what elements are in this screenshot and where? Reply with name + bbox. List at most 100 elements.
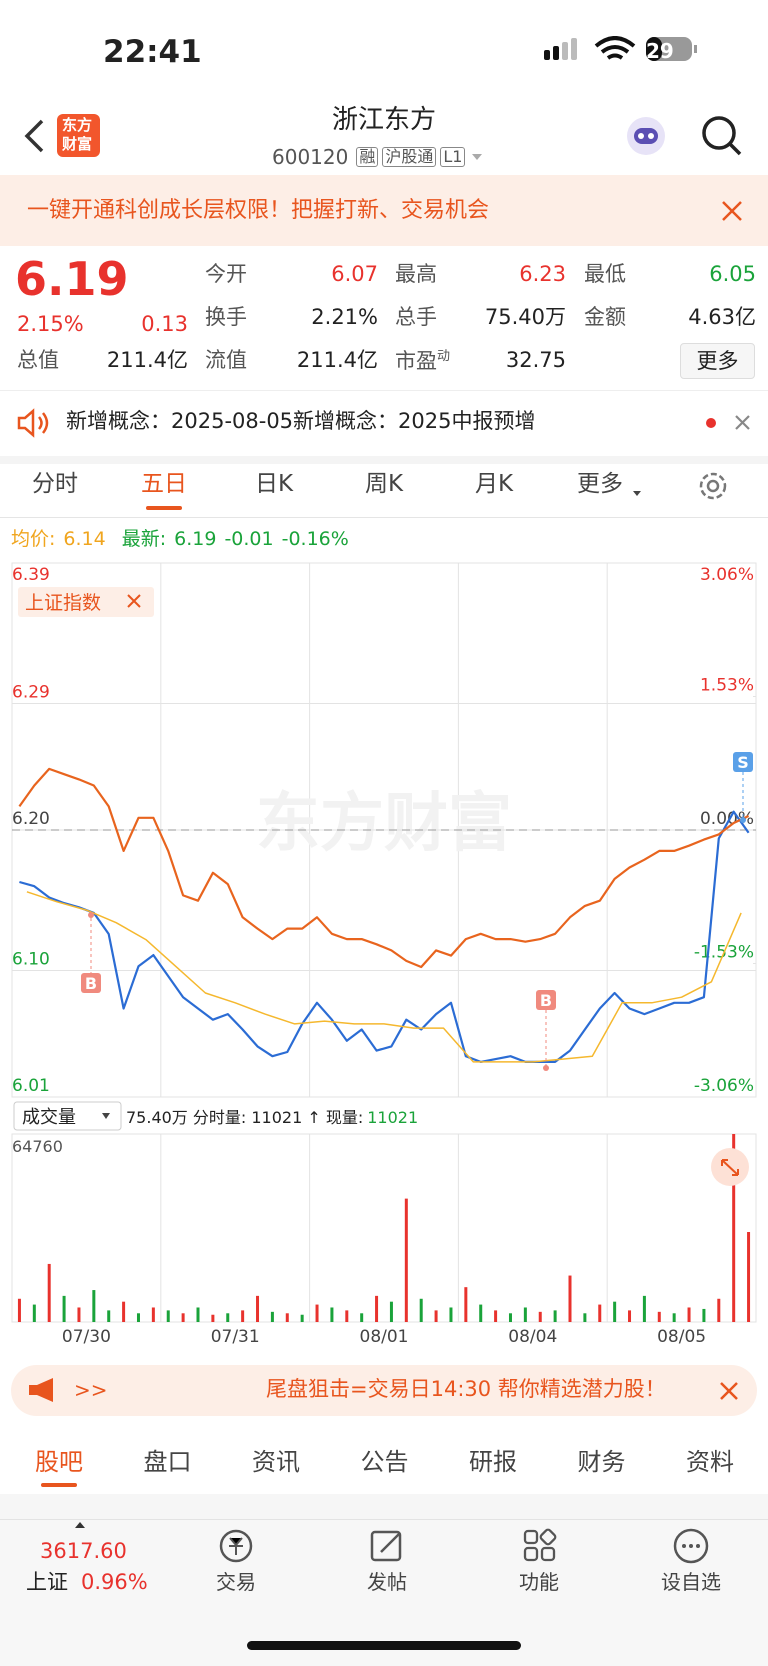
volume-frame: [11, 1133, 757, 1323]
chart-tab[interactable]: 月K: [474, 471, 514, 497]
volume-label: 成交量: [22, 1107, 76, 1128]
field-superscript: 动: [437, 349, 451, 364]
volume-bar: [717, 1298, 721, 1322]
dropdown-caret: [633, 491, 641, 496]
chart-tab[interactable]: 五日: [141, 471, 187, 497]
price: 6.19: [15, 252, 129, 306]
volume-bar: [32, 1304, 36, 1322]
settings-button[interactable]: [697, 470, 729, 502]
x-tick-label: 08/05: [657, 1327, 706, 1347]
close-button[interactable]: [720, 199, 744, 223]
stock-name: 浙江东方: [331, 105, 436, 135]
more-button[interactable]: 更多: [680, 343, 755, 379]
marker-dot: [88, 912, 94, 918]
content-tab[interactable]: 资料: [686, 1448, 734, 1476]
volume-bar: [449, 1307, 453, 1322]
x-tick-label: 07/30: [62, 1327, 111, 1347]
status-time: 22:41: [103, 34, 202, 70]
home-indicator: [247, 1641, 521, 1650]
bottom-banner[interactable]: [11, 1365, 757, 1416]
volume-bar: [270, 1311, 274, 1322]
app-logo: 东方 财富: [57, 114, 100, 157]
notice-text[interactable]: 新增概念：2025-08-05新增概念：2025中报预增: [66, 409, 536, 433]
field-label: 最高: [395, 262, 437, 286]
index-name[interactable]: 上证: [26, 1570, 68, 1594]
y2-tick-label: 0.00%: [700, 809, 754, 829]
index-value[interactable]: 3617.60: [40, 1539, 127, 1563]
volume-bar: [151, 1307, 155, 1322]
back-button[interactable]: [22, 118, 46, 154]
volume-bar: [732, 1134, 736, 1322]
x-tick-label: 08/01: [360, 1327, 409, 1347]
volume-bar: [523, 1307, 527, 1322]
change-pct: 2.15%: [17, 312, 84, 336]
chart-tab[interactable]: 周K: [364, 471, 404, 497]
content-tab[interactable]: 股吧: [35, 1448, 83, 1476]
stock-code: 600120: [272, 145, 349, 169]
status-icons: [544, 36, 697, 61]
volume-bar: [538, 1311, 542, 1322]
dropdown-arrow[interactable]: [469, 151, 485, 163]
megaphone-icon: [29, 1378, 53, 1402]
tab-underline: [146, 506, 182, 510]
banner-text[interactable]: 尾盘狙击=交易日14:30 帮你精选潜力股！: [266, 1377, 666, 1401]
chart-tab[interactable]: 日K: [254, 471, 294, 497]
last-label: 最新:: [121, 528, 167, 550]
volume-summary: 75.40万 分时量: 11021 ↑ 现量: 11021: [126, 1108, 418, 1127]
field-value: 6.05: [709, 262, 756, 286]
assistant-icon[interactable]: [622, 112, 670, 160]
content-tab[interactable]: 研报: [469, 1448, 517, 1476]
series-line: [18, 767, 750, 969]
tab-label[interactable]: 交易: [216, 1570, 256, 1594]
series-line: [19, 810, 750, 1063]
marker-label: B: [85, 974, 97, 993]
chart-tab[interactable]: 更多: [577, 471, 623, 497]
volume-bar: [196, 1307, 200, 1322]
notice-close[interactable]: [700, 412, 756, 434]
marker-box: [733, 752, 753, 772]
index-change[interactable]: 0.96%: [81, 1570, 148, 1594]
tab-underline: [41, 1483, 77, 1487]
volume-bar: [62, 1295, 66, 1322]
marker-label: S: [737, 753, 749, 772]
field-value: 4.63亿: [688, 305, 756, 329]
field-label: 最低: [584, 262, 626, 286]
last-change: -0.01: [224, 528, 274, 550]
content-tab[interactable]: 财务: [577, 1448, 626, 1476]
expand-arrow[interactable]: [74, 1521, 86, 1529]
avg-value: 6.14: [63, 528, 106, 550]
field-value: 75.40万: [484, 305, 566, 329]
volume-bar: [226, 1313, 230, 1322]
banner-close[interactable]: [718, 1380, 740, 1402]
content-tab[interactable]: 公告: [360, 1448, 409, 1476]
volume-bar: [404, 1198, 408, 1322]
marker-box: [81, 973, 101, 993]
volume-bar: [345, 1310, 349, 1322]
y-tick-label: 6.10: [12, 950, 50, 970]
y-tick-label: 6.29: [12, 683, 50, 703]
change: 0.13: [141, 312, 188, 336]
field-label: 今开: [205, 262, 247, 286]
field-value: 211.4亿: [106, 348, 188, 372]
field-label: 总值: [17, 348, 59, 372]
tab-label[interactable]: 发帖: [367, 1570, 407, 1594]
search-button[interactable]: [700, 114, 744, 158]
y-tick-label: 6.01: [12, 1076, 50, 1096]
content-tab[interactable]: 盘口: [143, 1448, 192, 1476]
y2-tick-label: -3.06%: [694, 1076, 754, 1096]
chart: 东方财富 6.39 6.29 6.20 6.10 6.01 3.06% 1.53% 0.00% -…: [11, 562, 757, 1347]
volume-bar: [330, 1307, 334, 1322]
volume-bar: [122, 1301, 126, 1322]
promo-banner[interactable]: [0, 175, 768, 246]
tab-label[interactable]: 设自选: [661, 1570, 721, 1594]
overlay-tag: [18, 587, 154, 617]
tab-label[interactable]: 功能: [519, 1570, 559, 1594]
volume-caret: [102, 1113, 110, 1119]
volume-bar: [553, 1310, 557, 1322]
last-change-pct: -0.16%: [281, 528, 349, 550]
marker-dot: [740, 817, 746, 823]
content-tab[interactable]: 资讯: [252, 1448, 300, 1476]
promo-text[interactable]: 一键开通科创成长层权限！把握打新、交易机会: [27, 198, 490, 223]
chart-tab[interactable]: 分时: [32, 471, 78, 497]
